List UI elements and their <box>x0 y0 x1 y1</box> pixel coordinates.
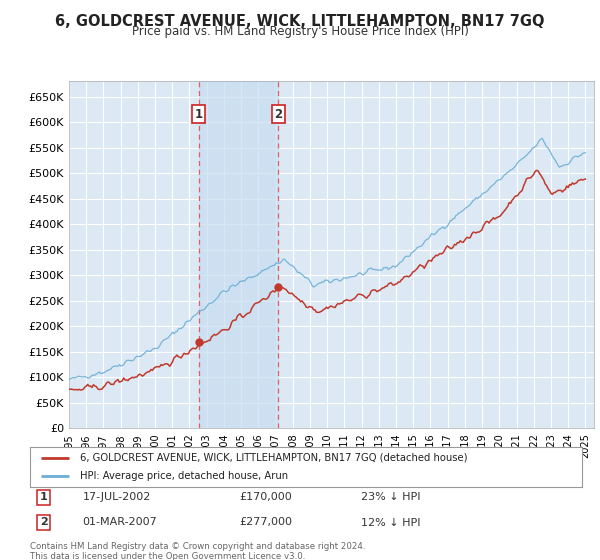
Text: 2: 2 <box>274 108 283 121</box>
Text: 6, GOLDCREST AVENUE, WICK, LITTLEHAMPTON, BN17 7GQ (detached house): 6, GOLDCREST AVENUE, WICK, LITTLEHAMPTON… <box>80 453 467 463</box>
Text: 2: 2 <box>40 517 47 528</box>
Text: £277,000: £277,000 <box>240 517 293 528</box>
Text: Price paid vs. HM Land Registry's House Price Index (HPI): Price paid vs. HM Land Registry's House … <box>131 25 469 38</box>
Text: 12% ↓ HPI: 12% ↓ HPI <box>361 517 421 528</box>
Text: 01-MAR-2007: 01-MAR-2007 <box>82 517 157 528</box>
Text: £170,000: £170,000 <box>240 492 293 502</box>
Text: Contains HM Land Registry data © Crown copyright and database right 2024.
This d: Contains HM Land Registry data © Crown c… <box>30 542 365 560</box>
Text: 6, GOLDCREST AVENUE, WICK, LITTLEHAMPTON, BN17 7GQ: 6, GOLDCREST AVENUE, WICK, LITTLEHAMPTON… <box>55 14 545 29</box>
Text: 23% ↓ HPI: 23% ↓ HPI <box>361 492 421 502</box>
Text: 1: 1 <box>40 492 47 502</box>
Bar <box>199 81 278 428</box>
Text: 1: 1 <box>195 108 203 121</box>
Text: HPI: Average price, detached house, Arun: HPI: Average price, detached house, Arun <box>80 472 288 481</box>
Text: 17-JUL-2002: 17-JUL-2002 <box>82 492 151 502</box>
